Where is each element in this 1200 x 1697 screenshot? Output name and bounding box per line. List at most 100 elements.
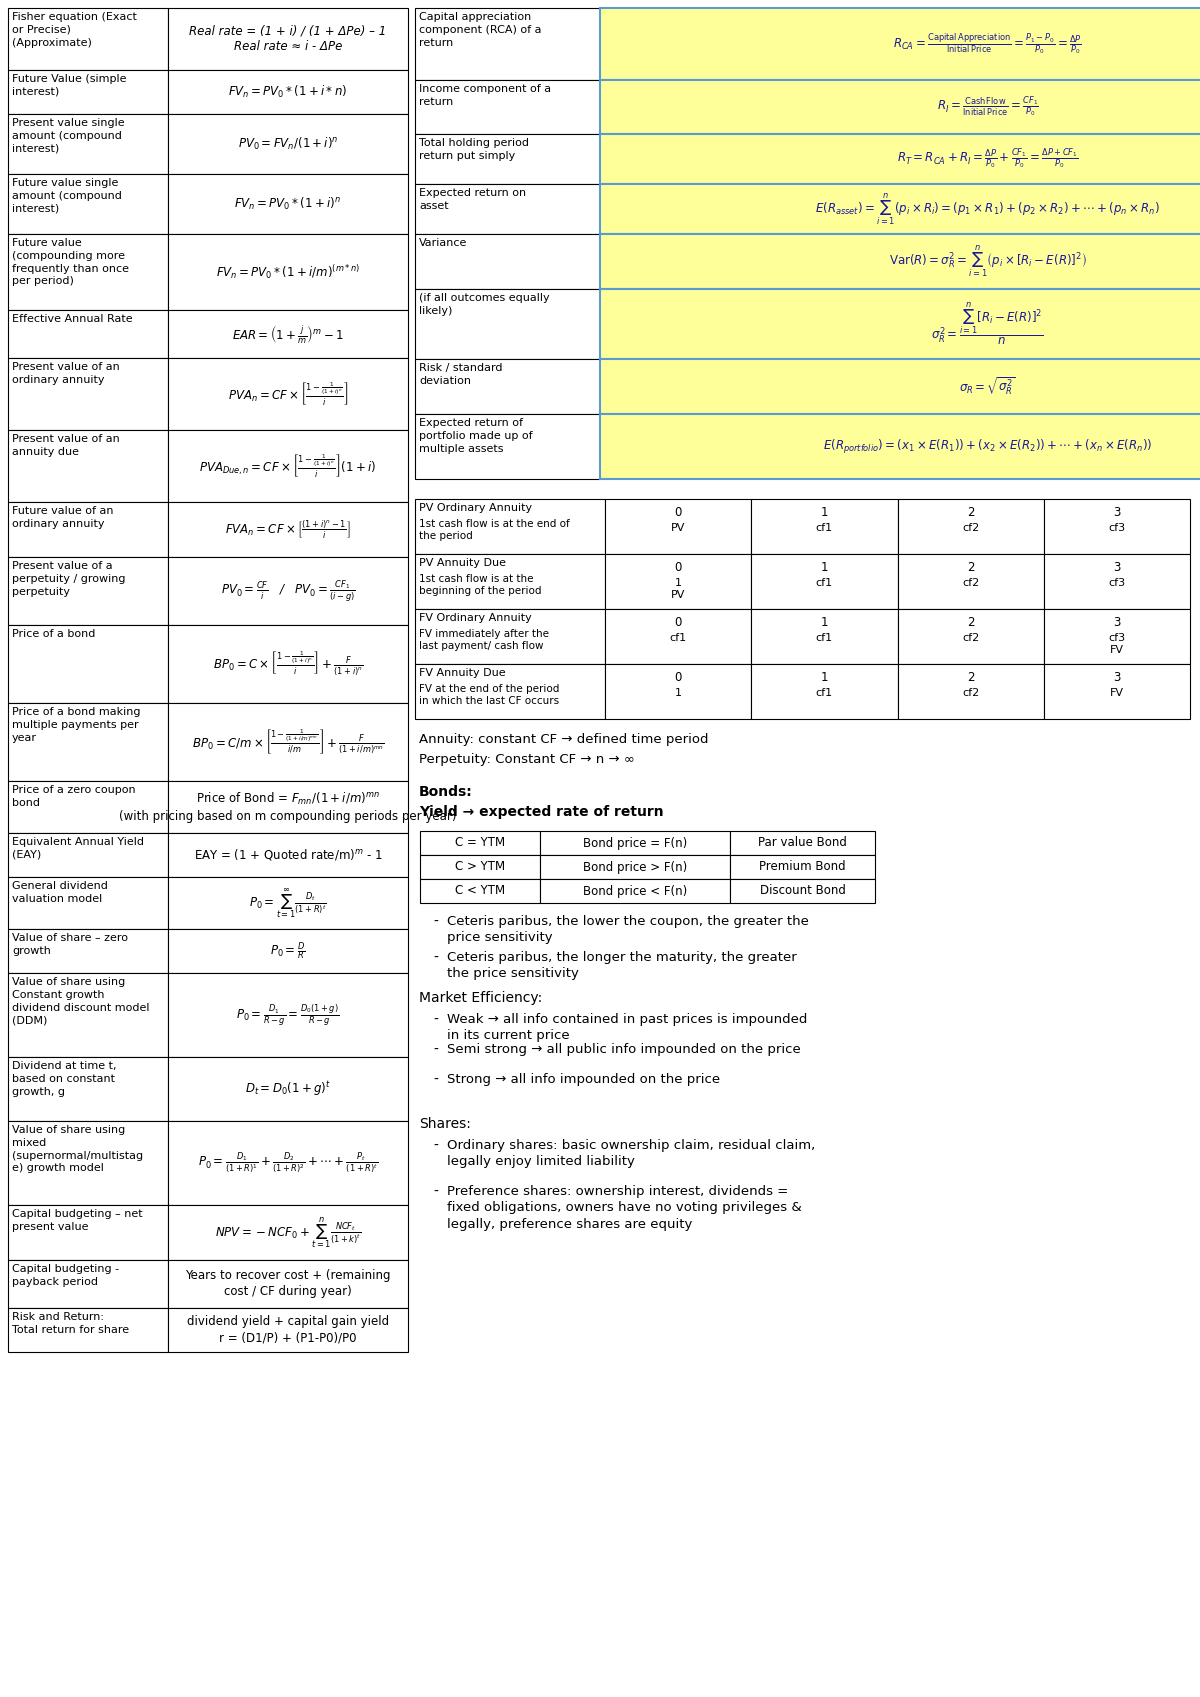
Bar [8, 70, 168, 114]
Bar [8, 557, 168, 624]
Text: Variance: Variance [419, 238, 467, 248]
Text: Expected return on
asset: Expected return on asset [419, 188, 526, 210]
Bar [8, 8, 168, 70]
Text: $NPV = -NCF_0 + \sum_{t=1}^{n}\frac{NCF_t}{(1+k)^t}$: $NPV = -NCF_0 + \sum_{t=1}^{n}\frac{NCF_… [215, 1215, 361, 1251]
Bar [168, 1308, 408, 1353]
Bar [415, 80, 600, 134]
Text: Risk / standard
deviation: Risk / standard deviation [419, 363, 503, 385]
Text: Ordinary shares: basic ownership claim, residual claim,
legally enjoy limited li: Ordinary shares: basic ownership claim, … [446, 1139, 815, 1169]
Text: Value of share using
mixed
(supernormal/multistag
e) growth model: Value of share using mixed (supernormal/… [12, 1125, 143, 1173]
Text: Dividend at time t,
based on constant
growth, g: Dividend at time t, based on constant gr… [12, 1061, 116, 1096]
Bar [600, 288, 1200, 360]
Bar [600, 360, 1200, 414]
Bar [415, 609, 605, 664]
Bar [540, 879, 730, 903]
Bar [730, 855, 875, 879]
Text: PV: PV [671, 523, 685, 533]
Bar [168, 175, 408, 234]
Text: $E(R_{asset})=\sum_{i=1}^{n}(p_i\times R_i)=(p_1\times R_1)+(p_2\times R_2)+\cdo: $E(R_{asset})=\sum_{i=1}^{n}(p_i\times R… [815, 192, 1160, 227]
Bar [1044, 609, 1190, 664]
Text: -: - [433, 1073, 438, 1088]
Text: $\sigma_R=\sqrt{\sigma_R^2}$: $\sigma_R=\sqrt{\sigma_R^2}$ [959, 377, 1015, 397]
Text: $E(R_{portfolio})=(x_1\times E(R_1))+(x_2\times E(R_2))+\cdots+(x_n\times E(R_n): $E(R_{portfolio})=(x_1\times E(R_1))+(x_… [823, 438, 1152, 455]
Text: 2: 2 [967, 670, 974, 684]
Bar [415, 360, 600, 414]
Text: Bond price = F(n): Bond price = F(n) [583, 837, 688, 850]
Bar [8, 703, 168, 781]
Text: 1
PV: 1 PV [671, 579, 685, 599]
Bar [898, 499, 1044, 553]
Text: C = YTM: C = YTM [455, 837, 505, 850]
Bar [168, 624, 408, 703]
Text: cf3
FV: cf3 FV [1109, 633, 1126, 655]
Text: Risk and Return:
Total return for share: Risk and Return: Total return for share [12, 1312, 130, 1336]
Bar [898, 609, 1044, 664]
Text: FV Ordinary Annuity: FV Ordinary Annuity [419, 613, 532, 623]
Bar [420, 832, 540, 855]
Text: General dividend
valuation model: General dividend valuation model [12, 881, 108, 905]
Text: FV Annuity Due: FV Annuity Due [419, 669, 505, 679]
Bar [8, 1308, 168, 1353]
Bar [415, 499, 605, 553]
Text: Ceteris paribus, the longer the maturity, the greater
the price sensitivity: Ceteris paribus, the longer the maturity… [446, 950, 797, 981]
Bar [8, 175, 168, 234]
Bar [415, 234, 600, 288]
Bar [600, 80, 1200, 134]
Text: Capital appreciation
component (RCA) of a
return: Capital appreciation component (RCA) of … [419, 12, 541, 48]
Text: Expected return of
portfolio made up of
multiple assets: Expected return of portfolio made up of … [419, 417, 533, 453]
Text: Equivalent Annual Yield
(EAY): Equivalent Annual Yield (EAY) [12, 837, 144, 860]
Bar [600, 234, 1200, 288]
Text: $BP_0 = C \times \left[\frac{1-\frac{1}{(1+i)^n}}{i}\right] + \frac{F}{(1+i)^n}$: $BP_0 = C \times \left[\frac{1-\frac{1}{… [212, 650, 364, 679]
Text: $\sigma_R^2=\dfrac{\sum_{i=1}^{n}\left[R_i-E(R)\right]^2}{n}$: $\sigma_R^2=\dfrac{\sum_{i=1}^{n}\left[R… [931, 300, 1044, 348]
Text: -: - [433, 1185, 438, 1200]
Bar [168, 781, 408, 833]
Text: $PV_0 = FV_n /(1+i)^n$: $PV_0 = FV_n /(1+i)^n$ [238, 136, 338, 153]
Bar [1044, 499, 1190, 553]
Bar [8, 877, 168, 928]
Text: Annuity: constant CF → defined time period: Annuity: constant CF → defined time peri… [419, 733, 708, 747]
Bar [168, 1057, 408, 1122]
Text: $PV_0 = \frac{CF}{i}$   /   $PV_0 = \frac{CF_1}{(i-g)}$: $PV_0 = \frac{CF}{i}$ / $PV_0 = \frac{CF… [221, 579, 355, 604]
Text: $PVA_n = CF \times \left[\frac{1-\frac{1}{(1+i)^n}}{i}\right]$: $PVA_n = CF \times \left[\frac{1-\frac{1… [228, 380, 348, 407]
Text: Perpetuity: Constant CF → n → ∞: Perpetuity: Constant CF → n → ∞ [419, 753, 635, 765]
Bar [600, 183, 1200, 234]
Bar [751, 553, 898, 609]
Text: $FV_n = PV_0 * (1+i)^n$: $FV_n = PV_0 * (1+i)^n$ [234, 195, 342, 212]
Text: $FV_n = PV_0 * (1 + i/m)^{(m*n)}$: $FV_n = PV_0 * (1 + i/m)^{(m*n)}$ [216, 263, 360, 282]
Bar [168, 429, 408, 502]
Text: cf3: cf3 [1109, 579, 1126, 587]
Bar [540, 855, 730, 879]
Bar [8, 234, 168, 311]
Bar [8, 833, 168, 877]
Bar [8, 1122, 168, 1205]
Bar [8, 502, 168, 557]
Bar [415, 134, 600, 183]
Text: 3: 3 [1114, 670, 1121, 684]
Bar [600, 134, 1200, 183]
Text: Bond price > F(n): Bond price > F(n) [583, 860, 688, 874]
Bar [8, 624, 168, 703]
Bar [168, 502, 408, 557]
Text: (if all outcomes equally
likely): (if all outcomes equally likely) [419, 294, 550, 316]
Text: 1: 1 [821, 562, 828, 574]
Text: FV at the end of the period
in which the last CF occurs: FV at the end of the period in which the… [419, 684, 559, 706]
Text: 1: 1 [821, 506, 828, 519]
Bar [605, 553, 751, 609]
Text: cf1: cf1 [816, 523, 833, 533]
Text: Market Efficiency:: Market Efficiency: [419, 991, 542, 1005]
Text: 0: 0 [674, 616, 682, 630]
Text: cf1: cf1 [816, 633, 833, 643]
Bar [415, 414, 600, 479]
Text: Semi strong → all public info impounded on the price: Semi strong → all public info impounded … [446, 1044, 800, 1056]
Text: 1: 1 [674, 687, 682, 697]
Bar [168, 114, 408, 175]
Bar [1044, 664, 1190, 720]
Bar [168, 8, 408, 70]
Text: 0: 0 [674, 670, 682, 684]
Bar [168, 311, 408, 358]
Text: $FVA_n = CF \times \left[\frac{(1+i)^n - 1}{i}\right]$: $FVA_n = CF \times \left[\frac{(1+i)^n -… [226, 518, 350, 541]
Text: 2: 2 [967, 506, 974, 519]
Bar [415, 183, 600, 234]
Text: Shares:: Shares: [419, 1117, 470, 1130]
Text: Real rate = (1 + i) / (1 + ΔPe) – 1
Real rate ≈ i - ΔPe: Real rate = (1 + i) / (1 + ΔPe) – 1 Real… [190, 24, 386, 54]
